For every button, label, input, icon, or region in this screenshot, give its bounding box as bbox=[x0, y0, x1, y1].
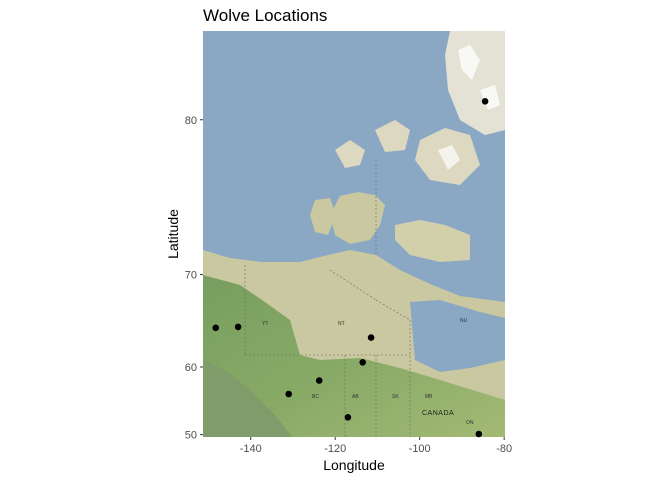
map-label-mb: MB bbox=[425, 394, 433, 400]
wolf-location-point-9 bbox=[481, 98, 489, 105]
x-tick-label: -80 bbox=[496, 443, 512, 455]
wolf-location-point-7 bbox=[344, 414, 352, 421]
hudson-bay bbox=[410, 300, 505, 372]
wolf-location-point-6 bbox=[285, 390, 293, 398]
map-label-canada: CANADA bbox=[422, 410, 454, 417]
banks-island bbox=[310, 198, 336, 235]
wolf-location-point-5 bbox=[315, 377, 323, 384]
coastal-mountains bbox=[203, 360, 292, 437]
map-label-on: ON bbox=[466, 420, 474, 426]
x-tick-label: -120 bbox=[324, 443, 346, 455]
map-label-ab: AB bbox=[352, 394, 359, 400]
victoria-island bbox=[330, 192, 385, 244]
map-label-nu: NU bbox=[460, 318, 468, 324]
x-tick-label: -100 bbox=[409, 443, 431, 455]
ice-cap-1 bbox=[458, 45, 480, 80]
arctic-island-2 bbox=[375, 120, 410, 152]
y-axis-title: Latitude bbox=[165, 209, 181, 259]
map-panel: YT NT NU BC AB SK MB CANADA ON bbox=[203, 31, 505, 437]
y-axis: 50 60 70 80 bbox=[185, 115, 203, 442]
point-layer bbox=[212, 98, 489, 438]
wolf-location-point-2 bbox=[234, 323, 242, 331]
wolf-location-point-1 bbox=[212, 324, 219, 332]
ice-cap-2 bbox=[480, 85, 500, 110]
map-label-nt: NT bbox=[338, 321, 345, 327]
wolf-location-point-3 bbox=[367, 334, 375, 341]
wolf-location-point-4 bbox=[359, 359, 367, 366]
baffin-island bbox=[395, 220, 470, 262]
y-tick-label: 70 bbox=[185, 270, 197, 282]
map-label-sk: SK bbox=[392, 394, 399, 400]
map-label-yt: YT bbox=[262, 321, 268, 327]
y-tick-label: 80 bbox=[185, 115, 197, 127]
x-axis: -140 -120 -100 -80 bbox=[240, 437, 512, 455]
arctic-island-1 bbox=[335, 140, 365, 168]
x-axis-title: Longitude bbox=[323, 457, 385, 473]
map-label-bc: BC bbox=[312, 394, 319, 400]
ice-cap-3 bbox=[438, 145, 460, 170]
forest-region bbox=[203, 275, 505, 437]
territory-borders bbox=[244, 160, 411, 437]
y-tick-label: 50 bbox=[185, 430, 197, 442]
wolf-location-point-8 bbox=[475, 430, 483, 438]
x-tick-label: -140 bbox=[240, 443, 262, 455]
y-tick-label: 60 bbox=[185, 362, 197, 374]
chart-title: Wolve Locations bbox=[203, 6, 327, 25]
